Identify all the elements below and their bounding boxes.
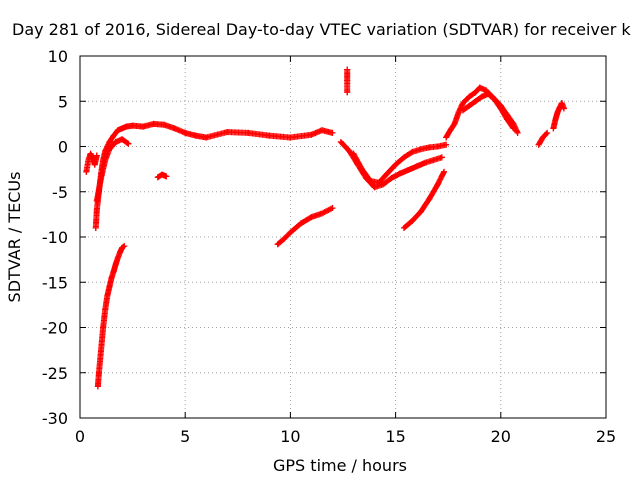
series-seg1 <box>83 151 100 175</box>
series-seg6 <box>275 205 336 247</box>
data-point <box>224 129 230 135</box>
data-point <box>430 157 436 163</box>
series-seg14 <box>550 100 567 131</box>
data-point <box>98 347 104 353</box>
grid <box>80 56 606 418</box>
y-tick-label: 10 <box>48 47 68 66</box>
data-point <box>95 383 101 389</box>
y-tick-label: -25 <box>42 364 68 383</box>
data-point <box>439 154 445 160</box>
y-tick-label: 5 <box>58 92 68 111</box>
y-tick-label: 0 <box>58 138 68 157</box>
data-points <box>83 67 567 390</box>
chart-title: Day 281 of 2016, Sidereal Day-to-day VTE… <box>12 20 631 39</box>
data-point <box>344 77 350 83</box>
series-trace <box>93 121 336 231</box>
x-tick-label: 0 <box>75 427 85 446</box>
y-tick-label: -20 <box>42 319 68 338</box>
y-tick-label: -30 <box>42 409 68 428</box>
series-trace <box>95 243 127 389</box>
series-seg11 <box>443 85 521 141</box>
series-seg7 <box>344 67 350 96</box>
series-seg5 <box>155 172 169 181</box>
data-point <box>94 207 100 213</box>
y-tick-label: -15 <box>42 273 68 292</box>
series-seg13 <box>536 130 550 148</box>
series-seg10 <box>401 169 447 231</box>
data-point <box>96 370 102 376</box>
x-axis-label: GPS time / hours <box>273 456 407 475</box>
x-tick-label: 25 <box>596 427 616 446</box>
y-tick-label: -5 <box>52 183 68 202</box>
data-point <box>435 144 441 150</box>
series-seg4 <box>95 243 127 389</box>
data-point <box>83 169 89 175</box>
x-tick-label: 15 <box>385 427 405 446</box>
y-tick-label: -10 <box>42 228 68 247</box>
data-point <box>418 146 424 152</box>
x-tick-label: 5 <box>180 427 190 446</box>
y-axis-label: SDTVAR / TECUs <box>5 172 24 303</box>
data-point <box>100 325 106 331</box>
x-tick-label: 20 <box>491 427 511 446</box>
data-point <box>245 130 251 136</box>
data-point <box>344 67 350 73</box>
data-point <box>102 306 108 312</box>
series-trace <box>443 85 521 141</box>
data-point <box>93 225 99 231</box>
plot-frame <box>80 56 606 418</box>
x-tick-label: 10 <box>280 427 300 446</box>
series-trace <box>401 169 447 231</box>
sdtvar-chart: Day 281 of 2016, Sidereal Day-to-day VTE… <box>0 0 640 480</box>
data-point <box>287 134 293 140</box>
series-seg2 <box>93 121 336 231</box>
data-point <box>344 89 350 95</box>
data-point <box>266 133 272 139</box>
axis-ticks: 0 5 10 15 20 25 -30 -25 -20 -15 -10 -5 0 5 10 <box>42 47 616 446</box>
data-point <box>426 144 432 150</box>
